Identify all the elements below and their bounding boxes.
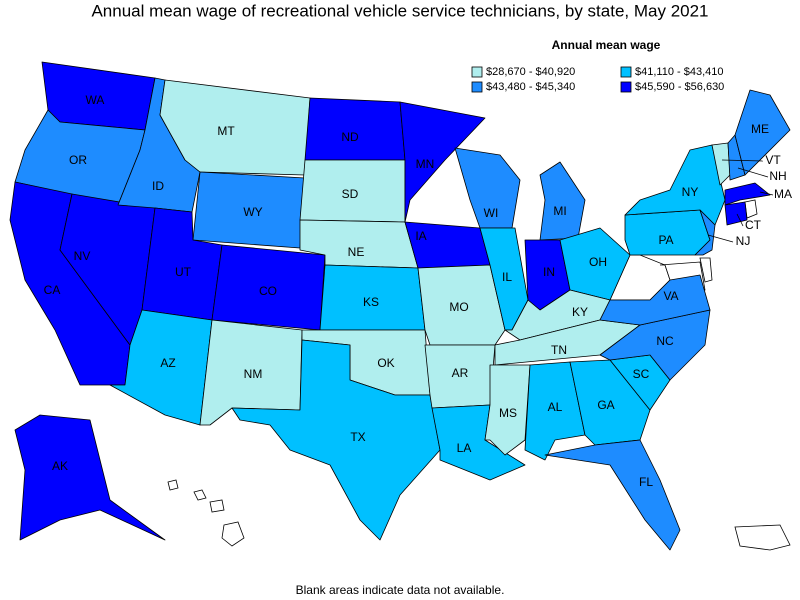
state-label: MO (449, 300, 468, 314)
legend-title: Annual mean wage (552, 38, 661, 52)
leader-line (721, 159, 764, 162)
state-region (724, 201, 748, 226)
state-label: CA (44, 283, 61, 297)
state-label: WY (243, 205, 262, 219)
state-region (694, 209, 716, 256)
state-label: ND (341, 130, 359, 144)
state-label: IL (502, 270, 512, 284)
state-label: NJ (736, 234, 751, 248)
state-label: VT (765, 153, 781, 167)
footnote: Blank areas indicate data not available. (296, 583, 505, 597)
state-region (544, 439, 681, 551)
state-label: SC (633, 367, 650, 381)
legend-label: $45,590 - $56,630 (635, 81, 724, 93)
state-label: AK (52, 459, 68, 473)
blank-state (699, 257, 713, 283)
state-label: MN (416, 157, 435, 171)
state-label: OH (589, 255, 607, 269)
state-label: MI (553, 204, 566, 218)
state-label: AZ (160, 356, 175, 370)
state-label: PA (658, 233, 673, 247)
state-region (399, 101, 486, 223)
state-label: WI (484, 206, 499, 220)
state-label: OK (377, 356, 394, 370)
state-label: SD (342, 187, 359, 201)
state-label: GA (597, 398, 614, 412)
state-label: NV (74, 249, 91, 263)
state-label: OR (69, 153, 87, 167)
state-label: CO (259, 284, 277, 298)
state-label: TN (551, 343, 567, 357)
state-label: WA (86, 93, 105, 107)
state-label: NY (682, 185, 699, 199)
state-label: AR (452, 366, 469, 380)
state-region (599, 274, 711, 326)
legend-label: $28,670 - $40,920 (486, 66, 575, 78)
state-label: CT (745, 218, 762, 232)
blank-state (193, 489, 207, 501)
state-region (539, 161, 586, 241)
state-region (304, 97, 406, 161)
state-label: FL (639, 475, 653, 489)
state-label: MS (499, 406, 517, 420)
leader-line (736, 213, 744, 227)
state-region (559, 227, 631, 301)
state-region (734, 89, 791, 176)
state-label: NC (656, 334, 674, 348)
state-region (724, 182, 771, 206)
state-label: ID (152, 179, 164, 193)
leader-line (759, 191, 774, 196)
blank-state (209, 499, 225, 513)
legend-swatch (620, 66, 632, 78)
state-label: TX (350, 430, 365, 444)
states: WA OR CA NV ID MT WY UT CO AZ NM ND SD NE KS OK TX MN IA MO… (9, 61, 792, 551)
state-label: VA (663, 289, 678, 303)
leader-line (707, 234, 734, 243)
legend: $28,670 - $40,920 $41,110 - $43,410 $43,48… (471, 66, 724, 93)
state-label: LA (457, 441, 472, 455)
blank-state (734, 524, 791, 551)
legend-swatch (620, 81, 632, 93)
state-label: MT (217, 124, 235, 138)
state-region (231, 339, 441, 541)
legend-label: $41,110 - $43,410 (635, 66, 723, 78)
state-label: KY (572, 305, 588, 319)
state-label: ME (751, 122, 769, 136)
legend-label: $43,480 - $45,340 (486, 81, 575, 93)
state-label: NE (348, 245, 365, 259)
legend-swatch (471, 81, 483, 93)
blank-state (221, 521, 245, 547)
map-title: Annual mean wage of recreational vehicle… (91, 1, 708, 20)
blank-state (167, 479, 179, 491)
state-label: MA (774, 187, 792, 201)
state-label: NM (244, 367, 263, 381)
state-label: IN (543, 265, 555, 279)
legend-swatch (471, 66, 483, 78)
state-label: NH (769, 169, 786, 183)
state-label: UT (175, 265, 192, 279)
leader-line (737, 167, 769, 178)
state-label: KS (363, 295, 379, 309)
state-label: IA (415, 229, 426, 243)
state-region (14, 414, 166, 541)
state-label: AL (548, 400, 563, 414)
